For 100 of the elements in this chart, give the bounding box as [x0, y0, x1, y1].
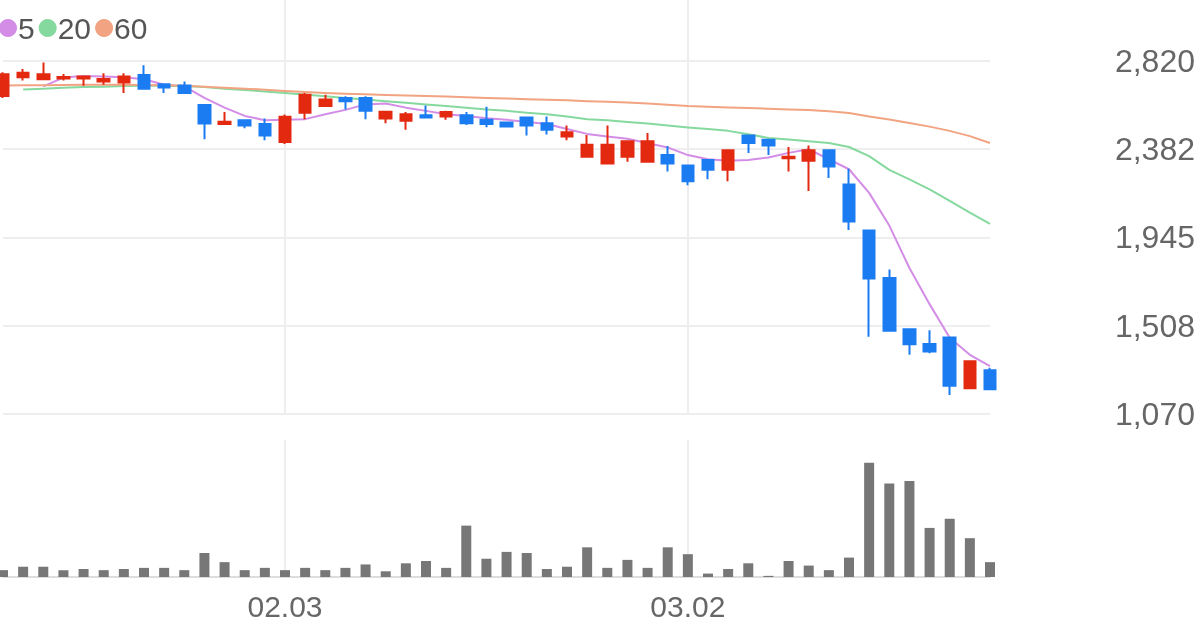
legend-label: 60: [114, 11, 148, 45]
bar: [18, 566, 29, 577]
candlestick: [600, 124, 615, 165]
candlestick: [56, 73, 71, 82]
candlestick: [922, 329, 937, 355]
candlestick: [197, 104, 212, 141]
bar: [723, 569, 734, 577]
candlestick: [318, 93, 333, 108]
candlestick: [741, 134, 756, 154]
bar: [662, 547, 673, 577]
bar: [78, 569, 89, 577]
bar: [884, 483, 895, 577]
candlestick: [298, 91, 312, 121]
bar: [98, 570, 109, 577]
bar: [622, 559, 633, 577]
candlestick: [96, 72, 111, 86]
bar: [461, 525, 472, 577]
candlestick: [842, 167, 856, 232]
candlestick: [177, 80, 192, 94]
bar: [58, 570, 69, 577]
bar: [944, 518, 955, 577]
candlestick: [439, 109, 453, 121]
candlestick: [459, 110, 474, 127]
bar: [219, 562, 230, 577]
candlestick: [278, 113, 292, 145]
bar: [280, 570, 290, 577]
bar: [743, 563, 754, 577]
bar: [400, 563, 411, 577]
bar: [642, 567, 653, 577]
y-tick-label: 1,070: [1114, 396, 1195, 432]
candlestick: [36, 61, 51, 81]
candlestick: [640, 131, 655, 163]
candlestick: [822, 149, 836, 180]
legend-label: 20: [57, 11, 92, 45]
candlestick: [560, 124, 574, 142]
candlestick: [862, 229, 876, 338]
candlestick: [258, 117, 272, 142]
candlestick: [983, 366, 997, 391]
bar: [924, 527, 935, 577]
candlestick: [378, 110, 393, 125]
bar: [481, 558, 492, 577]
bar: [159, 567, 170, 577]
bar: [118, 569, 129, 577]
candlestick: [540, 115, 554, 136]
candlestick: [479, 105, 494, 129]
bar: [803, 565, 814, 577]
bar: [320, 570, 331, 577]
bar: [541, 569, 552, 577]
candlestick: [660, 145, 675, 173]
bar: [562, 566, 572, 577]
candlestick: [781, 146, 796, 173]
bar: [602, 567, 613, 577]
candlestick: [217, 110, 232, 125]
bar: [682, 554, 693, 577]
candlestick: [963, 360, 977, 390]
bar: [441, 567, 452, 577]
candlestick: [358, 95, 373, 121]
y-tick-label: 2,382: [1114, 130, 1195, 167]
y-tick-label: 2,820: [1114, 42, 1195, 79]
candlestick: [902, 328, 917, 356]
bar: [340, 567, 351, 577]
bar: [199, 553, 210, 577]
line-series: [22, 84, 991, 225]
candlestick: [620, 140, 635, 163]
candlestick: [681, 164, 695, 187]
candlestick: [721, 149, 735, 183]
bar: [844, 557, 854, 577]
bar: [985, 562, 995, 577]
bar: [421, 561, 431, 577]
bar: [964, 538, 975, 577]
bar: [582, 547, 593, 577]
candlestick: [237, 119, 252, 130]
candlestick: [801, 144, 816, 193]
line-series: [42, 74, 991, 368]
candlestick: [701, 158, 715, 181]
candlestick: [580, 133, 594, 158]
candlestick: [117, 72, 131, 94]
bar: [179, 570, 190, 577]
bar: [38, 566, 49, 577]
bar: [904, 481, 915, 577]
legend-label: 5: [18, 11, 35, 45]
candlestick: [16, 68, 30, 82]
candlestick: [399, 110, 413, 131]
bar: [501, 551, 512, 577]
x-tick-label: 02.03: [247, 589, 323, 623]
candlestick: [882, 268, 897, 332]
bar: [259, 567, 270, 577]
bar: [521, 553, 532, 577]
bar: [360, 564, 371, 577]
x-tick-label: 03.02: [650, 589, 726, 623]
bar: [300, 567, 311, 577]
candlestick: [499, 121, 514, 128]
candlestick: [519, 116, 534, 137]
bar: [783, 561, 794, 577]
bar: [139, 567, 149, 577]
bar: [239, 570, 250, 577]
candlestick: [137, 64, 151, 90]
candlestick: [76, 75, 91, 87]
candlestick: [338, 95, 353, 111]
bar: [823, 570, 834, 577]
